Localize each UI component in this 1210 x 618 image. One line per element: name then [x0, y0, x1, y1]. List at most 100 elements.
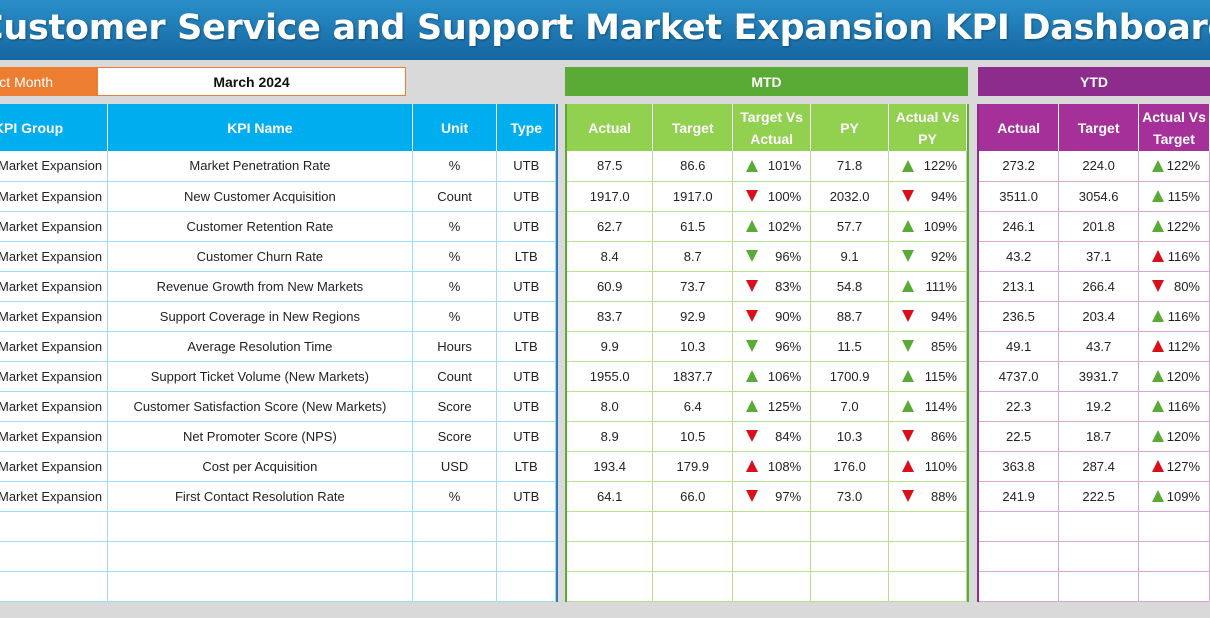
down-arrow-icon: [746, 430, 759, 442]
mtd-target-vs-actual-cell-value: 102%: [767, 218, 802, 234]
mtd-py-cell: 57.7: [810, 211, 889, 242]
header-mtd-actual[interactable]: Actual: [567, 104, 654, 151]
header-ytd-actual-vs-target[interactable]: Actual Vs Target: [1138, 104, 1210, 151]
mtd-target-vs-actual-cell: 83%: [732, 271, 812, 302]
mtd-py-cell: 54.8: [810, 271, 889, 302]
unit-cell: %: [412, 301, 498, 332]
mtd-target-vs-actual-cell-value: 101%: [767, 158, 802, 174]
kpi-info-row: Market Expansion First Contact Resolution…: [0, 481, 556, 512]
up-arrow-icon: [902, 280, 914, 292]
ytd-target-cell: 203.4: [1058, 301, 1139, 332]
kpi-group-cell-text: Market Expansion: [0, 158, 103, 174]
mtd-target-vs-actual-cell-indicator: 125%: [736, 399, 807, 414]
header-mtd-actual-vs-py[interactable]: Actual Vs PY: [888, 104, 967, 151]
mtd-target-vs-actual-cell-indicator: 83%: [736, 279, 807, 294]
type-cell: UTB: [496, 481, 556, 512]
header-mtd-target-vs-actual[interactable]: Target Vs Actual: [732, 104, 812, 151]
kpi-info-row: Market Expansion Customer Satisfaction Sc…: [0, 391, 556, 422]
ytd-actual-vs-target-cell-indicator: 116%: [1142, 399, 1206, 414]
empty-cell: [567, 541, 654, 572]
kpi-group-cell: Market Expansion: [0, 241, 109, 272]
header-kpi-group[interactable]: KPI Group: [0, 104, 109, 151]
mtd-actual-cell: 1917.0: [567, 181, 654, 212]
mtd-actual-vs-py-cell: 85%: [888, 331, 967, 362]
down-arrow-icon: [746, 250, 759, 262]
panel-gap: [558, 104, 565, 602]
mtd-actual-cell: 60.9: [567, 271, 654, 302]
empty-row: [0, 541, 556, 572]
ytd-actual-vs-target-cell: 122%: [1138, 151, 1210, 182]
mtd-actual-vs-py-cell-indicator: 85%: [892, 339, 963, 354]
mtd-target-vs-actual-cell-indicator: 84%: [736, 429, 807, 444]
kpi-group-cell-text: Market Expansion: [0, 368, 103, 384]
ytd-actual-vs-target-cell-indicator: 120%: [1142, 369, 1206, 384]
kpi-info-panel: KPI Group KPI Name Unit Type Market Expa…: [0, 104, 558, 602]
up-arrow-icon: [1152, 430, 1164, 442]
down-arrow-icon: [902, 250, 914, 262]
header-ytd-target[interactable]: Target: [1058, 104, 1139, 151]
kpi-group-cell-text: Market Expansion: [0, 308, 103, 324]
ytd-actual-vs-target-cell: 120%: [1138, 421, 1210, 452]
mtd-actual-vs-py-cell-indicator: 94%: [892, 189, 963, 204]
kpi-name-cell: Net Promoter Score (NPS): [107, 421, 413, 452]
type-cell: UTB: [496, 361, 556, 392]
empty-cell: [652, 571, 734, 602]
unit-cell: Score: [412, 421, 498, 452]
header-mtd-target[interactable]: Target: [652, 104, 734, 151]
mtd-py-cell: 7.0: [810, 391, 889, 422]
mtd-actual-cell: 62.7: [567, 211, 654, 242]
header-mtd-py[interactable]: PY: [810, 104, 889, 151]
ytd-actual-cell: 246.1: [979, 211, 1060, 242]
empty-row: [0, 511, 556, 542]
up-arrow-icon: [746, 460, 759, 472]
unit-cell: %: [412, 211, 498, 242]
kpi-group-cell: Market Expansion: [0, 181, 109, 212]
header-ytd-actual[interactable]: Actual: [979, 104, 1060, 151]
mtd-actual-vs-py-cell-indicator: 114%: [892, 399, 963, 414]
ytd-actual-vs-target-cell-value: 120%: [1166, 368, 1200, 384]
up-arrow-icon: [746, 159, 759, 172]
empty-cell: [0, 511, 109, 542]
empty-cell: [979, 511, 1060, 542]
ytd-actual-vs-target-cell-indicator: 120%: [1142, 429, 1206, 444]
mtd-actual-vs-py-cell: 122%: [888, 151, 967, 182]
month-selector[interactable]: March 2024: [97, 67, 406, 96]
header-kpi-name[interactable]: KPI Name: [107, 104, 413, 151]
mtd-actual-vs-py-cell-indicator: 110%: [892, 459, 963, 474]
ytd-target-cell: 266.4: [1058, 271, 1139, 302]
mtd-py-cell: 2032.0: [810, 181, 889, 212]
mtd-target-vs-actual-cell-indicator: 100%: [736, 189, 807, 204]
mtd-actual-vs-py-cell-value: 88%: [930, 488, 957, 504]
select-month-label: Select Month: [0, 67, 97, 96]
mtd-row: 1917.0 1917.0 100% 2032.0 94%: [567, 181, 967, 212]
empty-row: [979, 571, 1210, 602]
ytd-row: 22.3 19.2 116%: [979, 391, 1210, 422]
header-type[interactable]: Type: [496, 104, 556, 151]
mtd-target-vs-actual-cell-value: 100%: [767, 188, 802, 204]
kpi-group-cell-text: Market Expansion: [0, 428, 103, 444]
down-arrow-icon: [746, 310, 759, 322]
kpi-group-cell-text: Market Expansion: [0, 278, 103, 294]
kpi-name-cell: Customer Satisfaction Score (New Markets…: [107, 391, 413, 422]
mtd-actual-cell: 193.4: [567, 451, 654, 482]
mtd-panel: Actual Target Target Vs Actual PY Actual…: [565, 104, 969, 602]
ytd-target-cell: 43.7: [1058, 331, 1139, 362]
kpi-info-row: Market Expansion Net Promoter Score (NPS)…: [0, 421, 556, 452]
unit-cell: %: [412, 151, 498, 182]
header-unit[interactable]: Unit: [412, 104, 498, 151]
ytd-target-cell: 222.5: [1058, 481, 1139, 512]
kpi-info-row: Market Expansion New Customer Acquisition…: [0, 181, 556, 212]
mtd-target-vs-actual-cell: 102%: [732, 211, 812, 242]
mtd-target-vs-actual-cell-value: 108%: [767, 458, 802, 474]
ytd-actual-vs-target-cell-indicator: 122%: [1142, 219, 1206, 234]
mtd-target-vs-actual-cell-value: 84%: [775, 428, 802, 444]
mtd-target-cell: 10.3: [652, 331, 734, 362]
mtd-target-vs-actual-cell: 96%: [732, 241, 812, 272]
ytd-actual-vs-target-cell: 116%: [1138, 241, 1210, 272]
ytd-target-cell: 287.4: [1058, 451, 1139, 482]
kpi-group-cell: Market Expansion: [0, 421, 109, 452]
mtd-actual-cell: 64.1: [567, 481, 654, 512]
mtd-row: 8.9 10.5 84% 10.3 86%: [567, 421, 967, 452]
empty-cell: [412, 571, 498, 602]
kpi-group-cell: Market Expansion: [0, 211, 109, 242]
